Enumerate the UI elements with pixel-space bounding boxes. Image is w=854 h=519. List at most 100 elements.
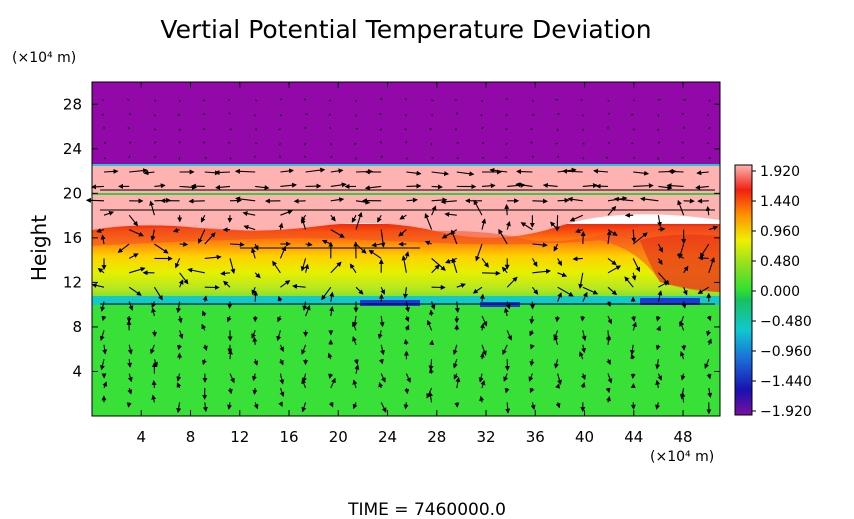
velocity-vector	[657, 243, 663, 253]
velocity-vector	[706, 373, 712, 380]
velocity-vector	[708, 157, 711, 159]
velocity-vector	[578, 272, 584, 289]
velocity-vector	[272, 260, 281, 274]
velocity-vector	[279, 387, 285, 398]
velocity-vector	[100, 234, 106, 245]
velocity-vector	[403, 287, 408, 299]
velocity-vector	[349, 263, 357, 274]
velocity-vector	[505, 402, 511, 414]
velocity-vector	[203, 141, 206, 144]
velocity-vector	[278, 401, 283, 408]
velocity-vector	[444, 211, 457, 217]
velocity-vector	[531, 155, 534, 158]
velocity-vector	[582, 142, 585, 145]
velocity-vector	[176, 382, 182, 389]
velocity-vector	[655, 344, 661, 351]
velocity-vector	[697, 286, 710, 295]
x-tick-label: 8	[186, 428, 196, 446]
velocity-vector	[505, 128, 508, 130]
velocity-vector	[355, 211, 363, 230]
field-blue-patches	[360, 298, 700, 307]
velocity-vector	[658, 98, 661, 101]
velocity-vector	[280, 280, 291, 288]
velocity-vector	[103, 157, 106, 160]
velocity-vector	[127, 98, 130, 101]
velocity-vector	[681, 301, 687, 309]
velocity-vector	[279, 373, 285, 385]
velocity-vector	[380, 344, 385, 356]
velocity-vector	[302, 301, 308, 311]
velocity-vector	[279, 344, 284, 353]
colorbar-label: 1.440	[760, 194, 800, 210]
velocity-vector	[235, 196, 256, 202]
velocity-vector	[632, 232, 648, 245]
velocity-vector	[227, 402, 232, 410]
velocity-vector	[529, 330, 535, 337]
velocity-vector	[708, 99, 711, 102]
velocity-vector	[607, 373, 613, 384]
velocity-vector	[201, 323, 207, 331]
velocity-vector	[557, 286, 574, 297]
velocity-vector	[696, 170, 709, 176]
velocity-vector	[506, 276, 518, 288]
velocity-vector	[154, 183, 166, 189]
velocity-vector	[154, 99, 157, 102]
velocity-vector	[279, 142, 281, 146]
velocity-vector	[128, 155, 131, 158]
velocity-vector	[630, 315, 636, 322]
velocity-vector	[607, 315, 613, 325]
velocity-vector	[532, 198, 548, 204]
velocity-vector	[708, 225, 719, 231]
velocity-vector	[305, 167, 326, 173]
velocity-vector	[252, 336, 258, 345]
y-axis: 4 8 12 16 20 24 28	[63, 95, 720, 380]
velocity-vector	[377, 330, 383, 340]
velocity-vector	[328, 373, 334, 379]
velocity-vector	[428, 367, 434, 374]
velocity-vector	[177, 113, 180, 116]
velocity-vector	[321, 286, 332, 301]
velocity-vector	[428, 391, 434, 403]
velocity-vector	[633, 183, 654, 189]
velocity-vector	[431, 257, 446, 271]
velocity-vector	[630, 353, 636, 360]
velocity-vector	[254, 272, 261, 279]
y-tick-label: 12	[63, 273, 82, 291]
velocity-vector	[151, 307, 156, 317]
field-upper-layer	[92, 82, 720, 166]
velocity-vector	[431, 114, 434, 117]
velocity-vector	[498, 228, 508, 245]
velocity-vector	[404, 98, 407, 101]
velocity-vector	[613, 196, 634, 202]
velocity-vector	[529, 359, 535, 367]
velocity-vector	[202, 344, 208, 351]
velocity-vector	[403, 338, 409, 345]
velocity-vector	[516, 169, 533, 175]
velocity-vector	[569, 214, 584, 222]
velocity-vector	[631, 229, 637, 243]
velocity-vector	[633, 170, 650, 176]
x-axis: 4 8 12 16 20 24 28 32 36 40 44 48	[136, 82, 693, 446]
colorbar-label: 0.000	[760, 284, 800, 300]
velocity-vector	[401, 255, 407, 273]
velocity-vector	[454, 402, 460, 408]
velocity-vector	[575, 228, 583, 233]
velocity-vector	[154, 155, 157, 159]
velocity-vector	[706, 113, 710, 117]
velocity-vector	[229, 157, 232, 160]
velocity-vector	[379, 315, 385, 328]
velocity-vector	[327, 352, 333, 360]
velocity-vector	[451, 257, 458, 273]
velocity-vector	[454, 128, 458, 131]
velocity-vector	[126, 402, 132, 408]
velocity-vector	[153, 286, 163, 301]
velocity-vector	[505, 114, 508, 117]
velocity-vector	[555, 383, 560, 389]
velocity-vector	[582, 157, 585, 160]
velocity-vector	[406, 197, 418, 203]
velocity-vector	[229, 128, 232, 131]
velocity-vector	[229, 242, 245, 247]
velocity-vector	[657, 373, 662, 381]
colorbar-scale	[734, 164, 753, 416]
